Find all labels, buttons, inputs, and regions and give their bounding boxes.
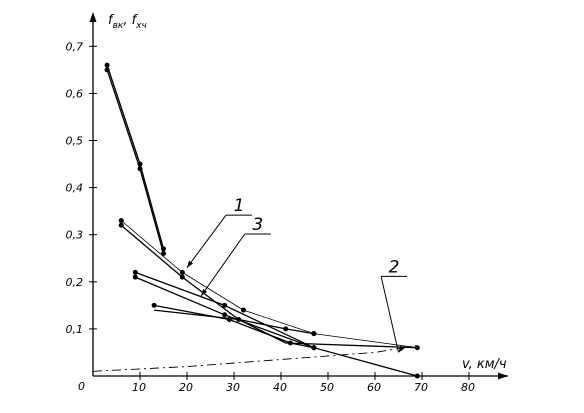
- x-tick-label: 10: [132, 381, 146, 394]
- data-point: [132, 269, 138, 275]
- series: [92, 62, 420, 379]
- annotations: 13 2: [186, 196, 408, 353]
- series-line: [92, 344, 418, 372]
- x-tick-label: 80: [461, 381, 475, 394]
- y-tick-label: 0,2: [66, 276, 84, 289]
- data-point: [118, 218, 124, 224]
- data-point: [104, 67, 110, 73]
- y-axis-title: fвк, fхч: [108, 13, 147, 31]
- x-axis-title: v, км/ч: [462, 357, 507, 372]
- data-point: [132, 274, 138, 280]
- annotation-arrow: [187, 260, 193, 268]
- y-tick-label: 0,3: [66, 229, 84, 242]
- y-tick-label: 0,6: [66, 87, 84, 100]
- y-tick-label: 0,4: [66, 182, 84, 195]
- y-tick-label: 0,7: [66, 40, 84, 53]
- x-tick-label: 60: [367, 381, 381, 394]
- annotation-arrow: [398, 345, 405, 353]
- annotation-arrow: [201, 288, 208, 296]
- ticks: 10 20 30 40 50 60 70 800,10,20,30,40,50,60,7: [66, 40, 476, 394]
- axes: [89, 12, 508, 380]
- y-tick-label: 0,1: [66, 323, 84, 336]
- annotation-leader: [380, 276, 399, 353]
- y-axis-arrow: [89, 12, 97, 22]
- data-point: [118, 222, 124, 228]
- data-point: [311, 331, 317, 337]
- y-tick-label: 0,5: [66, 135, 84, 148]
- x-tick-label: 40: [273, 381, 287, 394]
- annotation-label: 1: [234, 196, 245, 216]
- data-point: [414, 345, 420, 351]
- series-line: [154, 309, 418, 349]
- data-point: [414, 373, 420, 379]
- series-line: [153, 304, 315, 349]
- annotation-leader: [186, 214, 227, 268]
- data-point: [104, 62, 110, 68]
- data-point: [161, 251, 166, 257]
- annotation-label: 3: [252, 215, 263, 235]
- data-point: [179, 269, 185, 275]
- data-point: [179, 274, 185, 280]
- series-line: [135, 271, 418, 377]
- data-point: [137, 166, 143, 172]
- origin-label: 0: [78, 380, 85, 393]
- x-axis-arrow: [498, 372, 508, 380]
- data-point: [240, 307, 246, 313]
- data-point: [222, 302, 228, 308]
- data-point: [151, 302, 157, 308]
- data-point: [311, 345, 317, 351]
- x-tick-label: 30: [226, 381, 240, 394]
- data-point: [283, 326, 289, 332]
- x-tick-label: 50: [320, 381, 334, 394]
- x-tick-label: 70: [414, 381, 428, 394]
- annotation-leader: [200, 233, 246, 297]
- x-tick-label: 20: [179, 381, 193, 394]
- data-point: [222, 312, 228, 318]
- series-line: [106, 69, 165, 254]
- annotation-label: 2: [389, 257, 400, 277]
